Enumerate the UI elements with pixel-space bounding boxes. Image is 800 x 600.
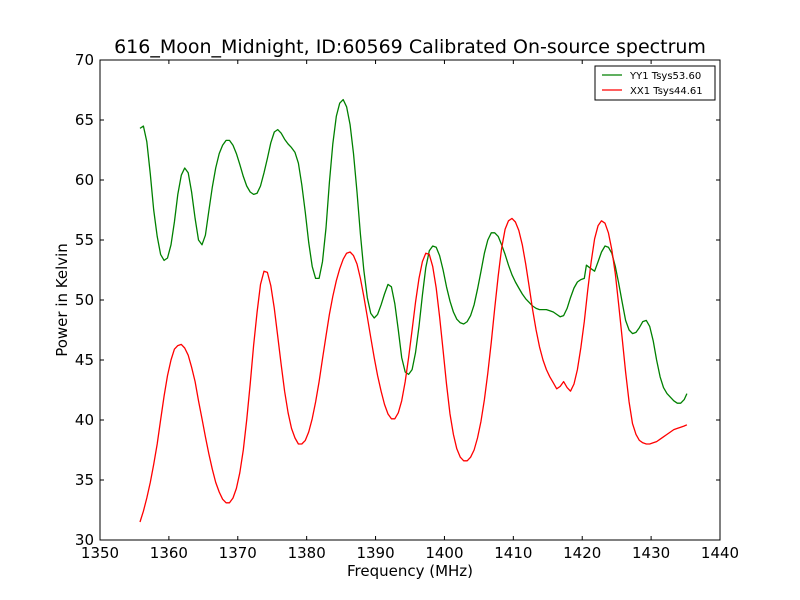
y-tick-label: 55 [75,231,94,249]
x-axis-label: Frequency (MHz) [347,562,473,580]
x-tick-label: 1440 [701,544,739,562]
y-axis-label: Power in Kelvin [53,243,71,357]
x-tick-label: 1380 [288,544,326,562]
x-tick-label: 1430 [632,544,670,562]
legend: YY1 Tsys53.60 XX1 Tsys44.61 [594,65,716,101]
plot-area: 1350 1360 1370 1380 1390 1400 1410 1420 1430 1440… [75,51,739,562]
y-tick-label: 40 [75,411,94,429]
ticks-layer: 1350 1360 1370 1380 1390 1400 1410 1420 1430 1440… [75,51,739,562]
x-tick-label: 1370 [219,544,257,562]
legend-label-xx1: XX1 Tsys44.61 [630,86,703,97]
y-tick-label: 30 [75,531,94,549]
y-tick-label: 70 [75,51,94,69]
legend-label-yy1: YY1 Tsys53.60 [629,71,701,82]
y-tick-label: 35 [75,471,94,489]
x-tick-label: 1360 [150,544,188,562]
x-tick-label: 1420 [563,544,601,562]
x-tick-label: 1390 [356,544,394,562]
y-tick-label: 45 [75,351,94,369]
legend-box [594,65,716,101]
x-tick-label: 1410 [494,544,532,562]
x-tick-label: 1350 [81,544,119,562]
chart-title: 616_Moon_Midnight, ID:60569 Calibrated O… [114,36,706,58]
y-tick-label: 65 [75,111,94,129]
y-tick-label: 50 [75,291,94,309]
series-line-xx1 [139,217,688,523]
series-line-yy1 [139,98,688,404]
lines-layer [139,98,688,523]
y-tick-label: 60 [75,171,94,189]
x-tick-label: 1400 [425,544,463,562]
